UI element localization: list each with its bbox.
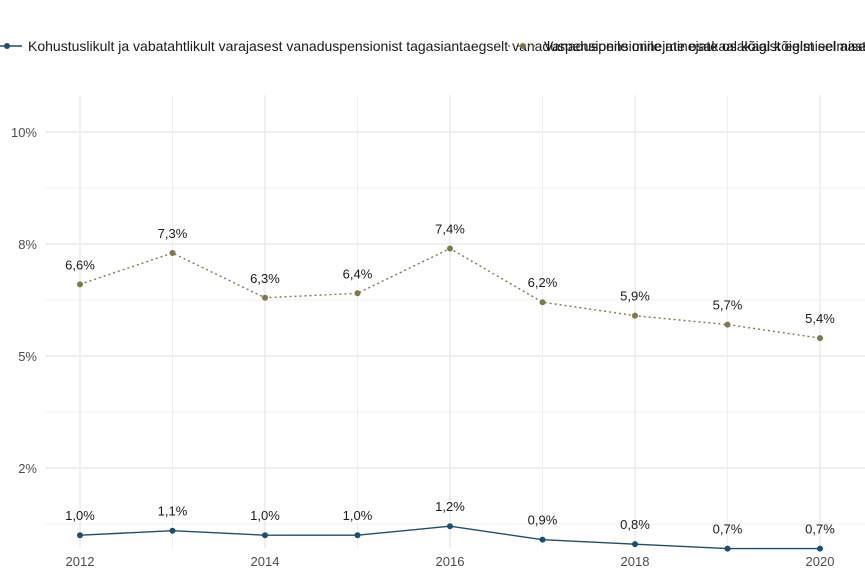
y-axis: 2% 5% 8% 10% [11, 125, 37, 476]
data-point-series2 [724, 321, 731, 328]
data-label-series1: 1,0% [250, 508, 280, 523]
x-tick-label: 2020 [806, 554, 835, 569]
x-tick-label: 2014 [251, 554, 280, 569]
series-points [77, 245, 823, 552]
data-point-series1 [354, 532, 361, 539]
data-label-series1: 0,9% [528, 513, 558, 528]
data-label-series2: 6,2% [528, 275, 558, 290]
data-point-series1 [539, 536, 546, 543]
grid-minor [45, 95, 865, 548]
data-point-series1 [77, 532, 83, 539]
legend-item-series1: Kohustuslikult ja vabatahtlikult varajas… [0, 38, 865, 54]
x-tick-label: 2016 [436, 554, 465, 569]
data-point-series2 [169, 249, 176, 256]
data-point-series2 [817, 335, 823, 342]
data-point-series2 [539, 299, 546, 306]
data-point-series1 [632, 541, 638, 548]
data-label-series1: 1,0% [65, 508, 95, 523]
data-point-series2 [262, 294, 268, 301]
data-label-series1: 0,8% [620, 517, 650, 532]
x-axis: 2012 2014 2016 2018 2020 [66, 554, 835, 569]
data-point-series2 [447, 245, 453, 252]
data-label-series1: 0,7% [713, 522, 743, 537]
legend-label-series2: Vanaduspensionile minejate osakaal kõigi… [544, 38, 865, 54]
y-tick-label: 10% [11, 125, 37, 140]
data-point-series2 [77, 281, 83, 288]
y-tick-label: 8% [18, 237, 37, 252]
y-tick-label: 5% [18, 349, 37, 364]
data-label-series2: 6,3% [250, 271, 280, 286]
x-tick-label: 2018 [621, 554, 650, 569]
data-label-series2: 5,9% [620, 289, 650, 304]
data-point-series1 [817, 545, 823, 552]
data-point-series2 [354, 290, 361, 297]
y-tick-label: 2% [18, 461, 37, 476]
data-label-series1: 1,1% [158, 504, 188, 519]
data-label-series1: 1,2% [435, 499, 465, 514]
data-label-series2: 5,4% [805, 311, 835, 326]
data-labels: 1,0% 1,1% 1,0% 1,0% 1,2% 0,9% 0,8% 0,7% 0,7% 6,6%… [65, 221, 835, 536]
legend-key-dotted-line [508, 43, 538, 49]
data-label-series1: 0,7% [805, 522, 835, 537]
data-point-series1 [169, 527, 176, 534]
data-label-series2: 7,4% [435, 221, 465, 236]
data-label-series2: 7,3% [158, 226, 188, 241]
data-point-series2 [632, 312, 638, 319]
data-label-series1: 1,0% [343, 508, 373, 523]
legend: Kohustuslikult ja vabatahtlikult varajas… [0, 36, 865, 58]
data-label-series2: 6,6% [65, 257, 95, 272]
data-point-series1 [262, 532, 268, 539]
data-label-series2: 6,4% [343, 266, 373, 281]
legend-item-series2: Vanaduspensionile minejate osakaal kõigi… [508, 38, 865, 54]
data-point-series1 [724, 545, 731, 552]
legend-label-series1: Kohustuslikult ja vabatahtlikult varajas… [28, 38, 865, 54]
x-tick-label: 2012 [66, 554, 95, 569]
data-label-series2: 5,7% [713, 298, 743, 313]
grid-major [45, 95, 865, 548]
data-point-series1 [447, 523, 453, 530]
legend-key-solid-line [0, 43, 22, 49]
